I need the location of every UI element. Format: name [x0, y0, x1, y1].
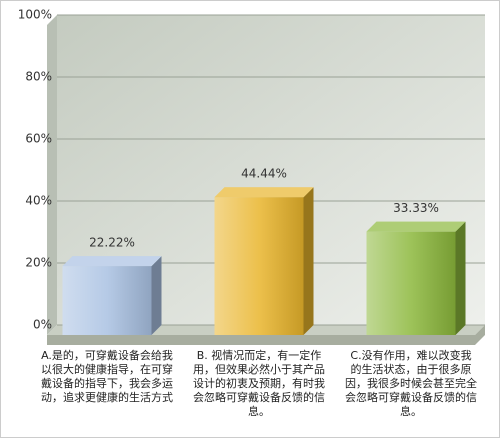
- y-tick-label: 100%: [18, 8, 52, 22]
- x-tick-label: C.没有作用，难以改变我的生活状态，由于很多原因，我很多时候会甚至完全会忽略可穿…: [345, 349, 477, 418]
- bar-side: [303, 187, 314, 335]
- bar-top: [214, 187, 314, 198]
- y-tick-label: 20%: [25, 256, 52, 270]
- x-tick-label: A.是的，可穿戴设备会给我以很大的健康指导，在可穿戴设备的指导下，我会多运动，追…: [41, 349, 173, 404]
- value-label: 22.22%: [89, 236, 135, 250]
- bar-top-shine: [214, 187, 314, 198]
- bar-shine: [366, 231, 456, 335]
- bar-side: [455, 221, 466, 335]
- bar-side: [151, 256, 162, 335]
- bar-side-shade: [151, 256, 162, 335]
- value-label: 33.33%: [393, 201, 439, 215]
- bar-top-shine: [62, 256, 162, 267]
- bar-side-shade: [455, 221, 466, 335]
- bar-shine: [214, 197, 304, 335]
- value-label: 44.44%: [241, 167, 287, 181]
- bar-shine: [62, 266, 152, 335]
- bar-top: [62, 256, 162, 267]
- bar-side-shade: [303, 187, 314, 335]
- bar-top: [366, 221, 466, 232]
- x-tick-label: B. 视情况而定，有一定作用，但效果必然小于其产品设计的初衷及预期，有时我会忽略…: [193, 349, 325, 418]
- bar-top-shine: [366, 221, 466, 232]
- y-tick-label: 80%: [25, 70, 52, 84]
- side-wall: [47, 15, 57, 335]
- y-tick-label: 0%: [33, 318, 52, 332]
- y-tick-label: 60%: [25, 132, 52, 146]
- y-tick-label: 40%: [25, 194, 52, 208]
